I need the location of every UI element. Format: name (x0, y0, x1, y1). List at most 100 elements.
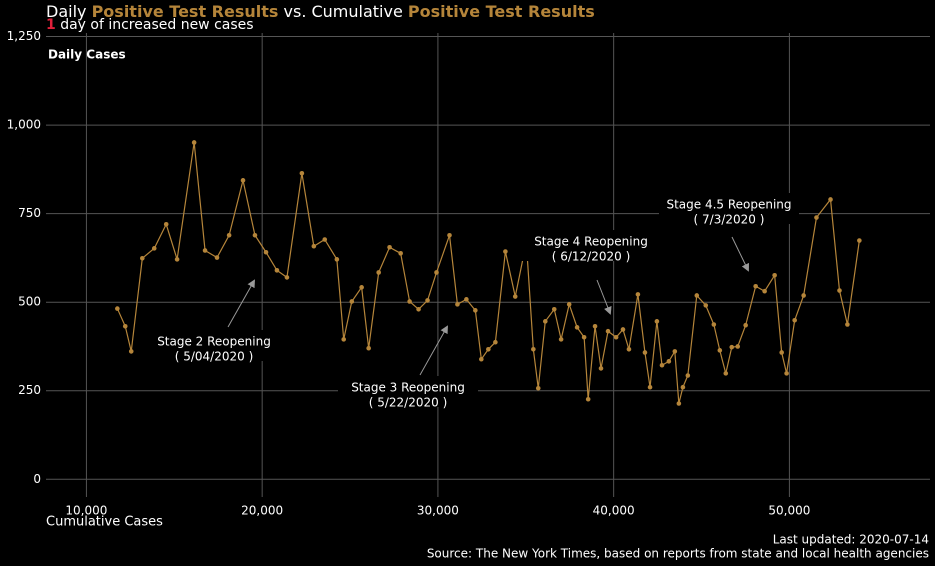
annotation-arrow (419, 325, 448, 376)
data-point (592, 323, 598, 329)
data-point (585, 396, 591, 402)
data-point (566, 302, 572, 307)
data-point (163, 221, 169, 227)
data-point (762, 288, 767, 294)
x-tick-label: 40,000 (593, 504, 635, 518)
chart-title: Daily Positive Test Results vs. Cumulati… (46, 2, 595, 21)
annotation-text: ( 7/3/2020 ) (694, 213, 765, 227)
annotation-text: ( 6/12/2020 ) (552, 250, 631, 264)
annotation-box (659, 193, 799, 224)
data-point (202, 248, 208, 253)
annotation-text: Stage 3 Reopening (351, 381, 465, 395)
data-point (743, 322, 748, 328)
data-point (784, 371, 789, 376)
data-point (398, 251, 403, 256)
data-point (503, 249, 508, 254)
updated-note: Last updated: 2020-07-14 (773, 533, 929, 547)
data-point (857, 238, 862, 243)
data-point (626, 346, 632, 352)
data-point (654, 319, 660, 324)
data-point (349, 299, 355, 304)
data-point (140, 255, 145, 261)
data-point (711, 322, 717, 327)
data-point (311, 243, 317, 249)
data-point (284, 275, 290, 280)
annotation-box (144, 330, 284, 361)
data-point (322, 237, 328, 242)
data-point (792, 317, 797, 323)
data-point (128, 349, 134, 354)
annotation-text: Stage 4.5 Reopening (666, 198, 791, 212)
data-point (416, 306, 421, 312)
data-point (263, 249, 269, 255)
data-point (191, 140, 197, 145)
data-point (666, 359, 672, 364)
data-point (252, 232, 258, 238)
data-point (676, 401, 682, 406)
data-point (779, 350, 784, 355)
x-tick-label: 50,000 (768, 504, 810, 518)
data-point (341, 337, 347, 342)
annotation-text: ( 5/04/2020 ) (175, 350, 254, 364)
grid (46, 33, 930, 497)
data-point (574, 325, 580, 330)
annotation-box (521, 230, 661, 261)
data-point (174, 257, 180, 262)
y-tick-label: 750 (18, 206, 41, 220)
y-tick-label: 0 (33, 472, 41, 486)
data-point (659, 362, 665, 368)
annotation-text: Stage 4 Reopening (534, 235, 648, 249)
data-point (613, 334, 619, 340)
data-point (680, 384, 686, 390)
data-point (837, 288, 842, 293)
data-point (334, 257, 340, 262)
data-point (551, 306, 557, 312)
data-point (479, 356, 484, 362)
data-point (535, 385, 541, 391)
data-point (473, 308, 478, 313)
annotation-text: ( 5/22/2020 ) (369, 396, 448, 410)
data-point (387, 244, 392, 250)
data-point (558, 337, 564, 342)
data-point (299, 170, 305, 176)
data-point (642, 350, 648, 355)
subtitle-text: day of increased new cases (60, 17, 253, 33)
data-point (376, 270, 381, 275)
x-axis-label: Cumulative Cases (46, 515, 163, 530)
title-part: Positive Test Results (408, 2, 595, 21)
x-tick-label: 20,000 (241, 504, 283, 518)
data-point (407, 299, 412, 304)
data-point (845, 322, 850, 327)
data-point (605, 328, 611, 334)
subtitle-count: 1 (46, 17, 56, 33)
data-point (274, 268, 280, 273)
data-point (717, 348, 723, 353)
data-point (729, 344, 735, 350)
data-point (531, 346, 536, 352)
subtitle: 1 day of increased new cases (46, 17, 254, 33)
data-point (366, 345, 371, 351)
data-point (359, 285, 364, 290)
data-point (425, 298, 430, 303)
x-tick-label: 30,000 (417, 504, 459, 518)
annotation-box (338, 376, 478, 407)
data-point (493, 339, 498, 345)
data-point (598, 366, 604, 371)
data-point (455, 302, 460, 307)
data-point (620, 327, 626, 332)
source-note: Source: The New York Times, based on rep… (427, 547, 929, 561)
data-point (801, 293, 806, 298)
data-point (694, 293, 700, 298)
data-point (685, 373, 691, 378)
annotation-arrow (596, 279, 612, 315)
y-tick-label: 1,000 (7, 118, 41, 132)
data-point (772, 272, 777, 278)
annotation-text: Stage 2 Reopening (157, 335, 271, 349)
data-point (115, 306, 120, 311)
annotation-arrow (227, 279, 255, 328)
data-point (828, 197, 833, 202)
data-point (723, 371, 729, 376)
data-point (151, 246, 157, 251)
